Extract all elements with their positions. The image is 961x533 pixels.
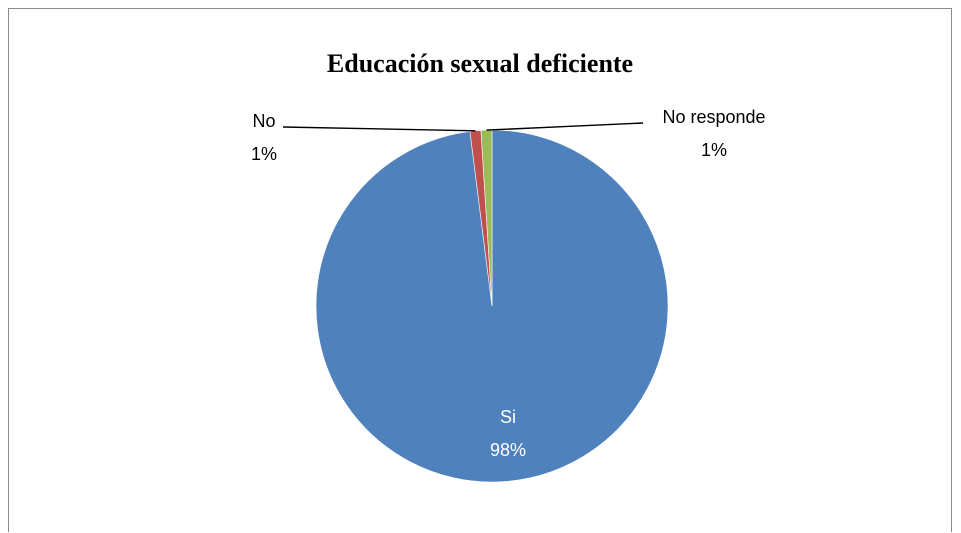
- slice-label-si: Si: [500, 407, 516, 427]
- leader-line-no-responde: [486, 122, 644, 131]
- slice-label-no: No: [252, 111, 275, 131]
- leader-line-no: [282, 126, 476, 132]
- pie-slices: [315, 129, 669, 483]
- chart-title: Educación sexual deficiente: [326, 49, 634, 78]
- slice-percent-no: 1%: [251, 144, 277, 164]
- slice-label-no-responde: No responde: [662, 107, 765, 127]
- slice-percent-si: 98%: [490, 440, 526, 460]
- leader-lines: [282, 122, 644, 132]
- slice-percent-no-responde: 1%: [701, 140, 727, 160]
